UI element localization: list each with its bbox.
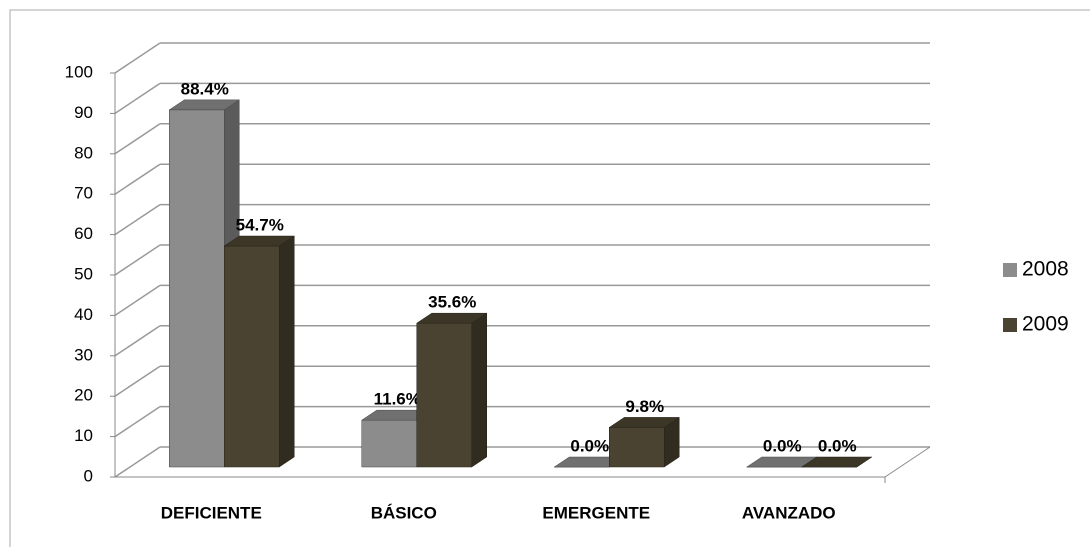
data-label: 88.4% bbox=[181, 79, 229, 98]
data-label: 9.8% bbox=[625, 397, 664, 416]
bar bbox=[745, 456, 818, 468]
x-tick-label: AVANZADO bbox=[742, 503, 836, 522]
grid-line-side bbox=[114, 82, 161, 115]
bar-top bbox=[168, 99, 241, 111]
grid-line-side bbox=[114, 123, 161, 155]
y-tick-label: 60 bbox=[74, 224, 93, 243]
y-tick-label: 100 bbox=[65, 62, 93, 81]
y-tick-label: 30 bbox=[74, 345, 93, 364]
data-label: 0.0% bbox=[818, 436, 857, 455]
grid-line-side bbox=[114, 405, 161, 438]
bar-top bbox=[608, 417, 681, 428]
y-tick-label: 70 bbox=[74, 184, 93, 203]
grid-line-side bbox=[114, 284, 161, 317]
bar-top bbox=[800, 456, 873, 468]
x-tick-label: DEFICIENTE bbox=[161, 503, 262, 522]
bar-top bbox=[415, 312, 488, 324]
data-label: 11.6% bbox=[374, 390, 421, 409]
grid-line-side bbox=[114, 446, 161, 478]
bar bbox=[608, 416, 681, 468]
data-label: 0.0% bbox=[570, 436, 609, 455]
y-tick-label: 40 bbox=[74, 305, 93, 324]
bar-front bbox=[416, 322, 472, 468]
y-tick-label: 10 bbox=[74, 426, 93, 445]
floor-edge bbox=[884, 446, 931, 478]
bar-top bbox=[223, 235, 296, 247]
legend-label: 2008 bbox=[1022, 258, 1069, 281]
x-tick-label: BÁSICO bbox=[371, 503, 437, 522]
bar-front bbox=[361, 419, 417, 468]
bar-side bbox=[471, 312, 487, 468]
bar-front bbox=[224, 245, 280, 468]
y-tick-label: 80 bbox=[74, 143, 93, 162]
x-tick-label: EMERGENTE bbox=[542, 503, 650, 522]
y-tick-label: 0 bbox=[84, 466, 93, 485]
bar-front bbox=[169, 109, 225, 468]
y-tick-label: 50 bbox=[74, 264, 93, 283]
legend-label: 2009 bbox=[1022, 313, 1069, 336]
bar bbox=[800, 456, 873, 468]
bar-side bbox=[279, 235, 295, 468]
data-label: 0.0% bbox=[763, 436, 802, 455]
bar bbox=[223, 235, 296, 468]
legend-swatch bbox=[1003, 263, 1017, 277]
grid-line-side bbox=[114, 42, 161, 74]
y-tick-label: 20 bbox=[74, 386, 93, 405]
grid-line-side bbox=[114, 244, 161, 276]
grid-line-side bbox=[114, 365, 161, 397]
y-tick-label: 90 bbox=[74, 103, 93, 122]
data-label: 35.6% bbox=[428, 293, 476, 312]
data-label: 54.7% bbox=[236, 215, 284, 234]
bar-front bbox=[609, 427, 665, 468]
bar bbox=[415, 312, 488, 468]
grid-line-side bbox=[114, 325, 161, 357]
grid-line-side bbox=[114, 163, 161, 195]
grid-line-side bbox=[114, 203, 161, 236]
legend-swatch bbox=[1003, 318, 1017, 332]
